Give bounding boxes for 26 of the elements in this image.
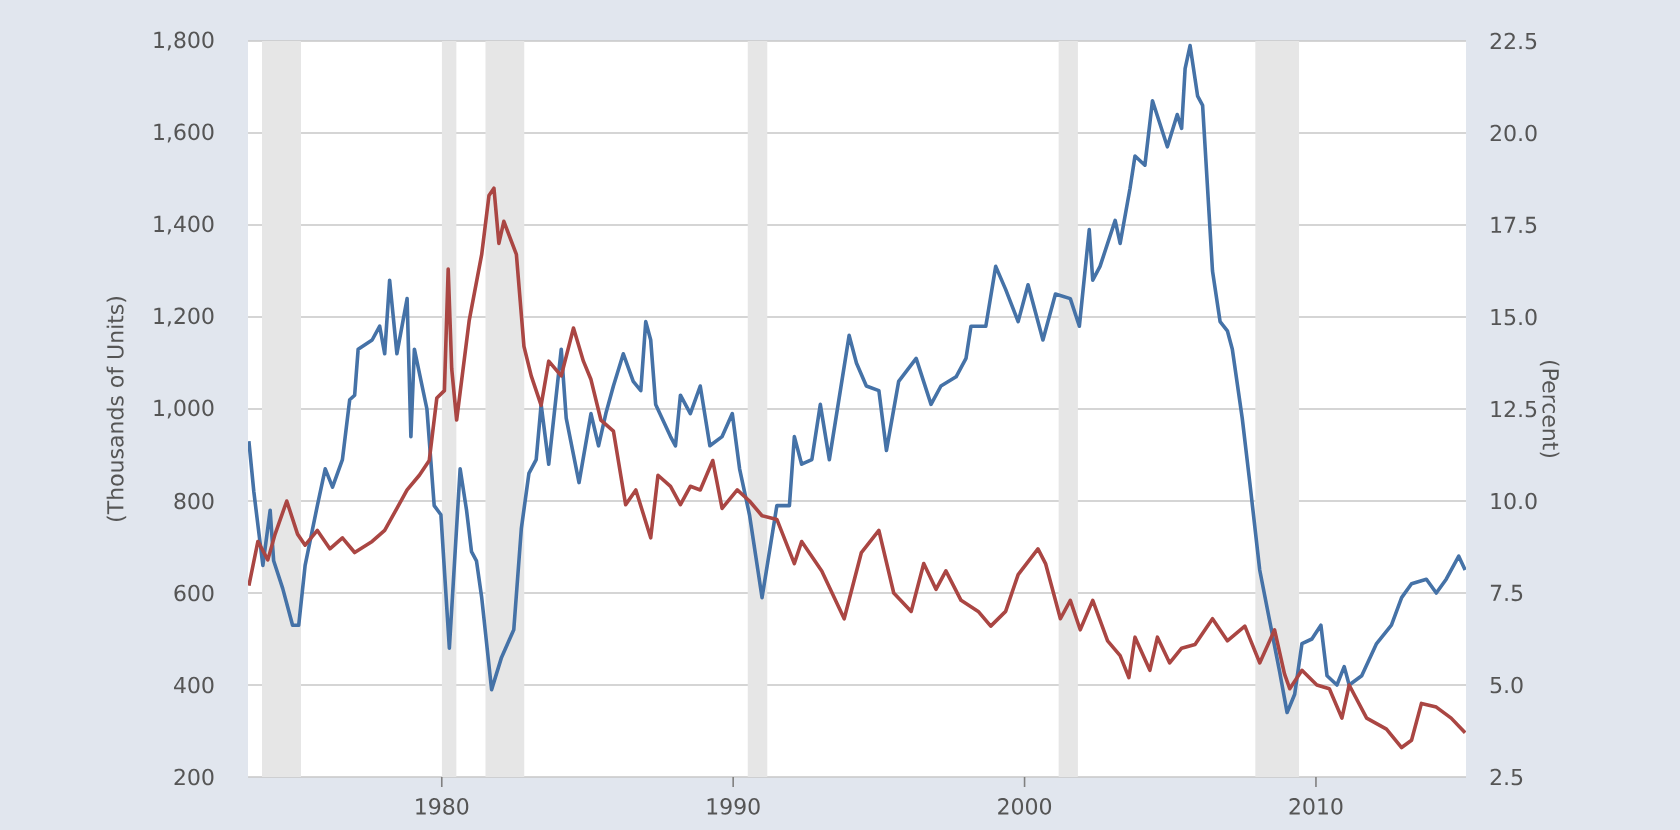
y2-tick-label: 2.5 — [1490, 768, 1523, 786]
y2-axis-title: (Percent) — [1539, 360, 1560, 458]
y2-tick-label: 20.0 — [1490, 124, 1537, 142]
y-axis-title: (Thousands of Units) — [106, 297, 127, 521]
y2-tick-label: 12.5 — [1491, 400, 1537, 418]
y2-tick-label: 5.0 — [1490, 676, 1523, 694]
x-tick-label: 1990 — [707, 798, 760, 815]
y2-tick-label: 7.5 — [1490, 584, 1523, 602]
y-tick-label: 1,400 — [154, 215, 214, 235]
y-tick-label: 800 — [174, 492, 214, 510]
y2-tick-label: 17.5 — [1491, 216, 1537, 234]
y-tick-label: 1,200 — [154, 307, 214, 327]
x-tick-label: 1980 — [416, 798, 469, 815]
y-tick-label: 400 — [174, 676, 214, 694]
x-tick-label: 2000 — [998, 798, 1052, 815]
y2-tick-label: 10.0 — [1491, 492, 1537, 510]
line-series — [248, 43, 1467, 715]
y-tick-label: 600 — [174, 584, 214, 602]
y-tick-label: 1,800 — [154, 31, 214, 51]
y-tick-label: 1,000 — [154, 399, 214, 419]
y2-tick-label: 15.0 — [1491, 308, 1537, 326]
y2-tick-label: 22.5 — [1490, 32, 1537, 50]
line-series — [248, 186, 1467, 750]
x-tick-label: 2010 — [1289, 798, 1343, 815]
y-tick-label: 1,600 — [154, 123, 214, 143]
y-tick-label: 200 — [174, 768, 214, 786]
